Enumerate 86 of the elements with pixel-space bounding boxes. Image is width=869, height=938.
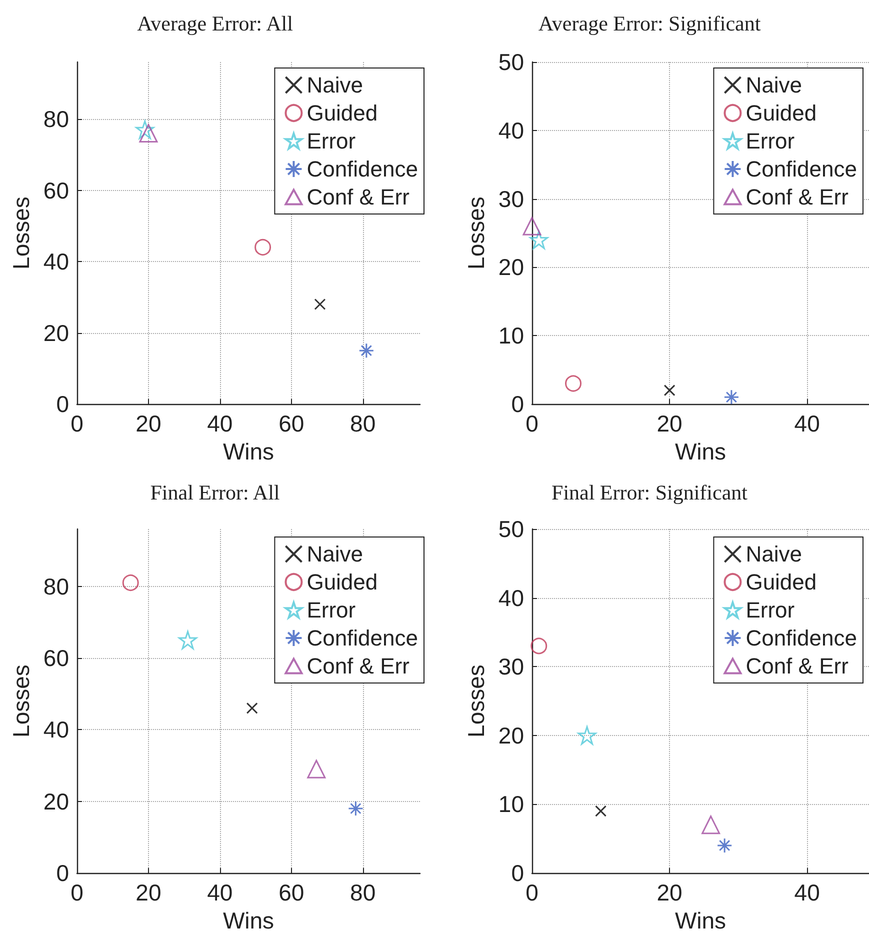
x-tick-label: 40 [207,410,233,436]
point [139,124,158,142]
legend-label: Conf & Err [306,654,410,678]
chart-title: Final Error: All [150,480,280,504]
y-axis-title: Losses [463,664,490,738]
y-axis-title: Losses [8,196,34,270]
point [307,760,326,778]
y-tick-label: 20 [43,320,69,346]
y-tick-label: 20 [498,254,524,280]
y-tick-label: 80 [43,106,69,132]
point [530,230,548,250]
y-tick-label: 10 [498,791,524,818]
y-tick-label: 20 [43,788,69,814]
point [522,216,542,236]
point [136,120,154,139]
x-tick-label: 20 [656,880,682,906]
point [578,726,596,745]
x-axis-title: Wins [222,438,274,464]
x-tick-label: 40 [794,410,820,436]
x-axis-title: Wins [674,438,726,464]
legend-label: Confidence [306,626,418,650]
legend-label: Guided [306,100,378,126]
legend-label: Naive [306,542,363,566]
legend-label: Conf & Err [306,184,410,210]
y-tick-label: 0 [56,860,69,886]
legend-label: Error [746,128,795,154]
point [122,574,139,591]
point [348,800,364,816]
x-tick-label: 20 [136,880,162,906]
x-tick-label: 60 [278,410,304,436]
x-tick-label: 60 [278,880,304,906]
x-tick-label: 40 [794,880,820,906]
x-tick-label: 20 [656,410,682,436]
legend-label: Naive [746,72,802,98]
legend-label: Confidence [746,156,858,182]
legend-label: Confidence [746,626,858,650]
y-axis-title: Losses [463,196,490,270]
chart-title: Average Error: Significant [538,12,761,36]
x-tick-label: 20 [136,410,162,436]
point [724,389,740,405]
y-tick-label: 40 [498,117,524,144]
legend-label: Error [306,598,356,622]
y-tick-label: 30 [498,654,524,680]
legend-label: Guided [746,100,817,126]
legend-label: Conf & Err [746,654,848,678]
x-tick-label: 40 [207,880,233,906]
point [358,342,374,358]
y-tick-label: 40 [43,716,69,743]
legend-label: Conf & Err [746,184,848,210]
point [314,298,326,310]
point [664,384,676,396]
y-tick-label: 50 [498,49,524,75]
y-tick-label: 0 [56,391,69,417]
x-tick-label: 80 [350,410,376,436]
y-tick-label: 50 [498,516,524,542]
x-tick-label: 80 [350,880,376,906]
y-tick-label: 60 [43,645,69,671]
point [530,638,548,654]
legend-label: Confidence [306,156,418,182]
chart-title: Final Error: Significant [552,480,748,504]
point [702,816,720,834]
legend-label: Guided [746,570,817,594]
point [178,630,198,650]
x-axis-title: Wins [674,907,726,934]
x-axis-title: Wins [222,907,274,934]
point [716,838,732,854]
y-tick-label: 40 [43,248,69,274]
point [595,805,607,817]
point [254,239,272,256]
y-tick-label: 60 [43,177,69,204]
chart-title: Average Error: All [137,12,294,36]
legend-label: Naive [306,72,363,98]
point [246,702,258,714]
y-tick-label: 10 [498,322,524,349]
legend-label: Naive [746,542,802,566]
y-tick-label: 0 [511,860,524,886]
y-tick-label: 40 [498,584,524,611]
legend-label: Error [306,128,356,154]
point [565,375,582,392]
legend-label: Error [746,598,795,622]
y-tick-label: 20 [498,722,524,748]
y-tick-label: 30 [498,186,524,212]
y-axis-title: Losses [8,664,34,738]
y-tick-label: 80 [43,573,69,600]
legend-label: Guided [306,570,378,594]
y-tick-label: 0 [511,391,524,417]
